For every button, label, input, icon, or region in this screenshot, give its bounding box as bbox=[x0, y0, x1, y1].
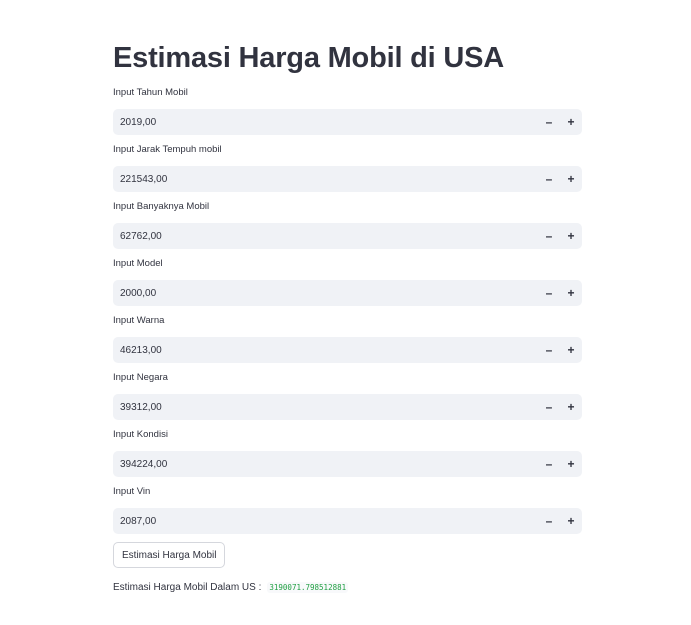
increment-button[interactable]: + bbox=[567, 286, 575, 300]
field-warna: Input Warna 46213,00 – + bbox=[113, 315, 582, 372]
result-value: 3190071.798512881 bbox=[267, 582, 349, 593]
number-input-tahun-mobil[interactable]: 2019,00 – + bbox=[113, 109, 582, 135]
estimate-price-button[interactable]: Estimasi Harga Mobil bbox=[113, 542, 226, 568]
number-input-banyaknya-mobil[interactable]: 62762,00 – + bbox=[113, 223, 582, 249]
input-value[interactable]: 2087,00 bbox=[120, 515, 157, 527]
field-label: Input Jarak Tempuh mobil bbox=[113, 144, 222, 155]
number-input-jarak-tempuh[interactable]: 221543,00 – + bbox=[113, 166, 582, 192]
field-tahun-mobil: Input Tahun Mobil 2019,00 – + bbox=[113, 87, 582, 144]
input-value[interactable]: 394224,00 bbox=[120, 458, 168, 470]
field-label: Input Negara bbox=[113, 372, 168, 383]
decrement-button[interactable]: – bbox=[545, 115, 553, 129]
increment-button[interactable]: + bbox=[567, 514, 575, 528]
input-form: Input Tahun Mobil 2019,00 – + Input Jara… bbox=[113, 87, 582, 543]
field-label: Input Vin bbox=[113, 486, 151, 497]
decrement-button[interactable]: – bbox=[545, 286, 553, 300]
result-label: Estimasi Harga Mobil Dalam US : bbox=[113, 582, 262, 593]
increment-button[interactable]: + bbox=[567, 115, 575, 129]
increment-button[interactable]: + bbox=[567, 229, 575, 243]
field-label: Input Kondisi bbox=[113, 429, 168, 440]
input-value[interactable]: 62762,00 bbox=[120, 230, 162, 242]
field-jarak-tempuh: Input Jarak Tempuh mobil 221543,00 – + bbox=[113, 144, 582, 201]
number-input-kondisi[interactable]: 394224,00 – + bbox=[113, 451, 582, 477]
result-line: Estimasi Harga Mobil Dalam US : 3190071.… bbox=[113, 582, 582, 593]
number-input-negara[interactable]: 39312,00 – + bbox=[113, 394, 582, 420]
decrement-button[interactable]: – bbox=[545, 343, 553, 357]
field-kondisi: Input Kondisi 394224,00 – + bbox=[113, 429, 582, 486]
input-value[interactable]: 2019,00 bbox=[120, 116, 157, 128]
increment-button[interactable]: + bbox=[567, 343, 575, 357]
field-vin: Input Vin 2087,00 – + bbox=[113, 486, 582, 543]
field-label: Input Model bbox=[113, 258, 163, 269]
main-container: Estimasi Harga Mobil di USA Input Tahun … bbox=[113, 36, 582, 593]
input-value[interactable]: 39312,00 bbox=[120, 401, 162, 413]
input-value[interactable]: 2000,00 bbox=[120, 287, 157, 299]
decrement-button[interactable]: – bbox=[545, 400, 553, 414]
field-label: Input Warna bbox=[113, 315, 165, 326]
field-banyaknya-mobil: Input Banyaknya Mobil 62762,00 – + bbox=[113, 201, 582, 258]
increment-button[interactable]: + bbox=[567, 172, 575, 186]
field-model: Input Model 2000,00 – + bbox=[113, 258, 582, 315]
number-input-warna[interactable]: 46213,00 – + bbox=[113, 337, 582, 363]
number-input-vin[interactable]: 2087,00 – + bbox=[113, 508, 582, 534]
page-title: Estimasi Harga Mobil di USA bbox=[113, 42, 505, 74]
field-label: Input Banyaknya Mobil bbox=[113, 201, 210, 212]
number-input-model[interactable]: 2000,00 – + bbox=[113, 280, 582, 306]
decrement-button[interactable]: – bbox=[545, 514, 553, 528]
decrement-button[interactable]: – bbox=[545, 229, 553, 243]
input-value[interactable]: 46213,00 bbox=[120, 344, 162, 356]
increment-button[interactable]: + bbox=[567, 457, 575, 471]
decrement-button[interactable]: – bbox=[545, 172, 553, 186]
field-label: Input Tahun Mobil bbox=[113, 87, 188, 98]
input-value[interactable]: 221543,00 bbox=[120, 173, 168, 185]
field-negara: Input Negara 39312,00 – + bbox=[113, 372, 582, 429]
decrement-button[interactable]: – bbox=[545, 457, 553, 471]
increment-button[interactable]: + bbox=[567, 400, 575, 414]
